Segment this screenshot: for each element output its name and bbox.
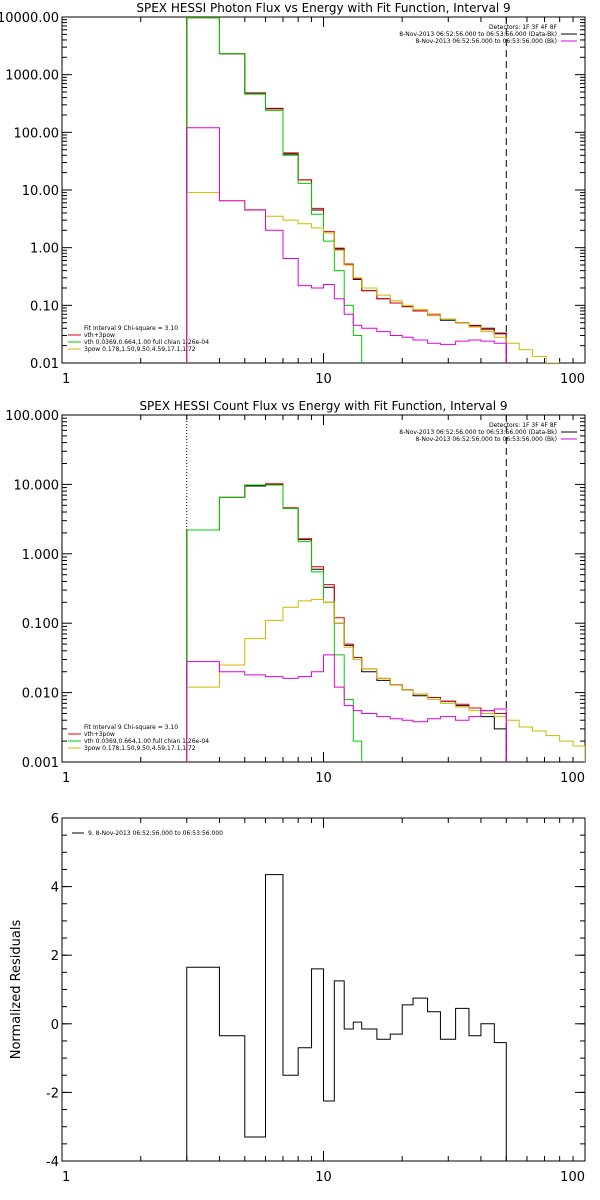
x-tick-label: 100: [560, 372, 585, 387]
y-tick-label: 0.01: [30, 357, 59, 372]
series-line-4: [186, 598, 585, 762]
legend-entry: Fit Interval 9 Chi-square = 3.10: [84, 325, 178, 332]
y-tick-label: 4: [51, 881, 59, 896]
legend-entry: Detectors: 1F 3F 4F 8F: [489, 422, 558, 429]
y-tick-label: -2: [46, 1086, 59, 1101]
series-line-1: [186, 17, 507, 363]
y-tick-label: 0.010: [22, 687, 59, 702]
legend-entry: Fit Interval 9 Chi-square = 3.10: [84, 724, 178, 731]
series-group: [186, 483, 585, 762]
y-tick-label: 1.000: [22, 548, 59, 563]
x-tick-label: 10: [315, 1170, 332, 1185]
y-tick-label: 1000.00: [5, 69, 59, 84]
y-tick-label: 0.100: [22, 617, 59, 632]
x-tick-label: 100: [560, 1170, 585, 1185]
series-line-5: [186, 654, 507, 762]
series-line-2: [186, 483, 507, 762]
y-tick-label: -4: [46, 1155, 59, 1170]
chart-panel-2: SPEX HESSI Count Flux vs Energy with Fit…: [5, 399, 586, 786]
x-tick-label: 10: [315, 372, 332, 387]
legend-entry: 8-Nov-2013 06:52:56.000 to 06:53:56.000 …: [399, 31, 557, 38]
series-group: [186, 874, 507, 1161]
series-line-3: [186, 17, 363, 363]
legend-entry: 8-Nov-2013 06:52:56.000 to 06:53:56.000 …: [415, 436, 557, 443]
chart-panel-3: 1 10 100 -4 -2 0 2 4 6 Normalized Residuals 9. 8-N…: [9, 812, 586, 1185]
legend-entry: 8-Nov-2013 06:52:56.000 to 06:53:56.000 …: [399, 429, 557, 436]
x-tick-label: 10: [315, 771, 332, 786]
legend-entry: vth 0.0369,0.664,1.00 full chian 1.26e-0…: [84, 339, 209, 346]
legend-entry: vth+3pow: [84, 332, 115, 339]
series-line-4: [186, 192, 561, 363]
series-group: [186, 17, 561, 363]
legend-entry: 9. 8-Nov-2013 06:52:56.000 to 06:53:56.0…: [88, 830, 223, 837]
y-tick-label: 0.001: [22, 756, 59, 771]
x-tick-label: 100: [560, 771, 585, 786]
legend-entry: 8-Nov-2013 06:52:56.000 to 06:53:56.000 …: [415, 38, 557, 45]
y-axis-label: Normalized Residuals: [9, 920, 24, 1060]
series-line-3: [186, 484, 363, 762]
x-tick-label: 1: [62, 1170, 70, 1185]
y-tick-label: 10.000: [14, 478, 60, 493]
y-tick-label: 100.00: [14, 126, 60, 141]
legend-entry: vth+3pow: [84, 731, 115, 738]
chart-panel-1: SPEX HESSI Photon Flux vs Energy with Fi…: [0, 1, 586, 387]
legend-entry: 3pow 0.178,1.50,9.50,4.59,17.1,1.72: [84, 745, 196, 752]
y-tick-label: 10000.00: [0, 11, 59, 26]
y-tick-label: 2: [51, 949, 59, 964]
series-line-1: [186, 483, 507, 762]
chart-title: SPEX HESSI Photon Flux vs Energy with Fi…: [136, 1, 510, 15]
x-tick-label: 1: [62, 771, 70, 786]
chart-title: SPEX HESSI Count Flux vs Energy with Fit…: [139, 399, 507, 413]
legend-entry: Detectors: 1F 3F 4F 8F: [489, 24, 558, 31]
y-tick-label: 100.000: [5, 409, 59, 424]
y-tick-label: 1.00: [30, 242, 59, 257]
y-tick-label: 10.00: [22, 184, 59, 199]
plot-frame: [61, 16, 586, 364]
series-line-2: [186, 17, 507, 363]
series-line-1: [186, 874, 507, 1161]
legend-entry: vth 0.0369,0.664,1.00 full chian 1.26e-0…: [84, 738, 209, 745]
y-tick-label: 6: [51, 812, 59, 827]
y-tick-label: 0.10: [30, 299, 59, 314]
series-line-5: [186, 127, 507, 363]
y-tick-label: 0: [51, 1018, 59, 1033]
x-tick-label: 1: [62, 372, 70, 387]
legend-entry: 3pow 0.178,1.50,9.50,4.59,17.1,1.72: [84, 346, 196, 353]
